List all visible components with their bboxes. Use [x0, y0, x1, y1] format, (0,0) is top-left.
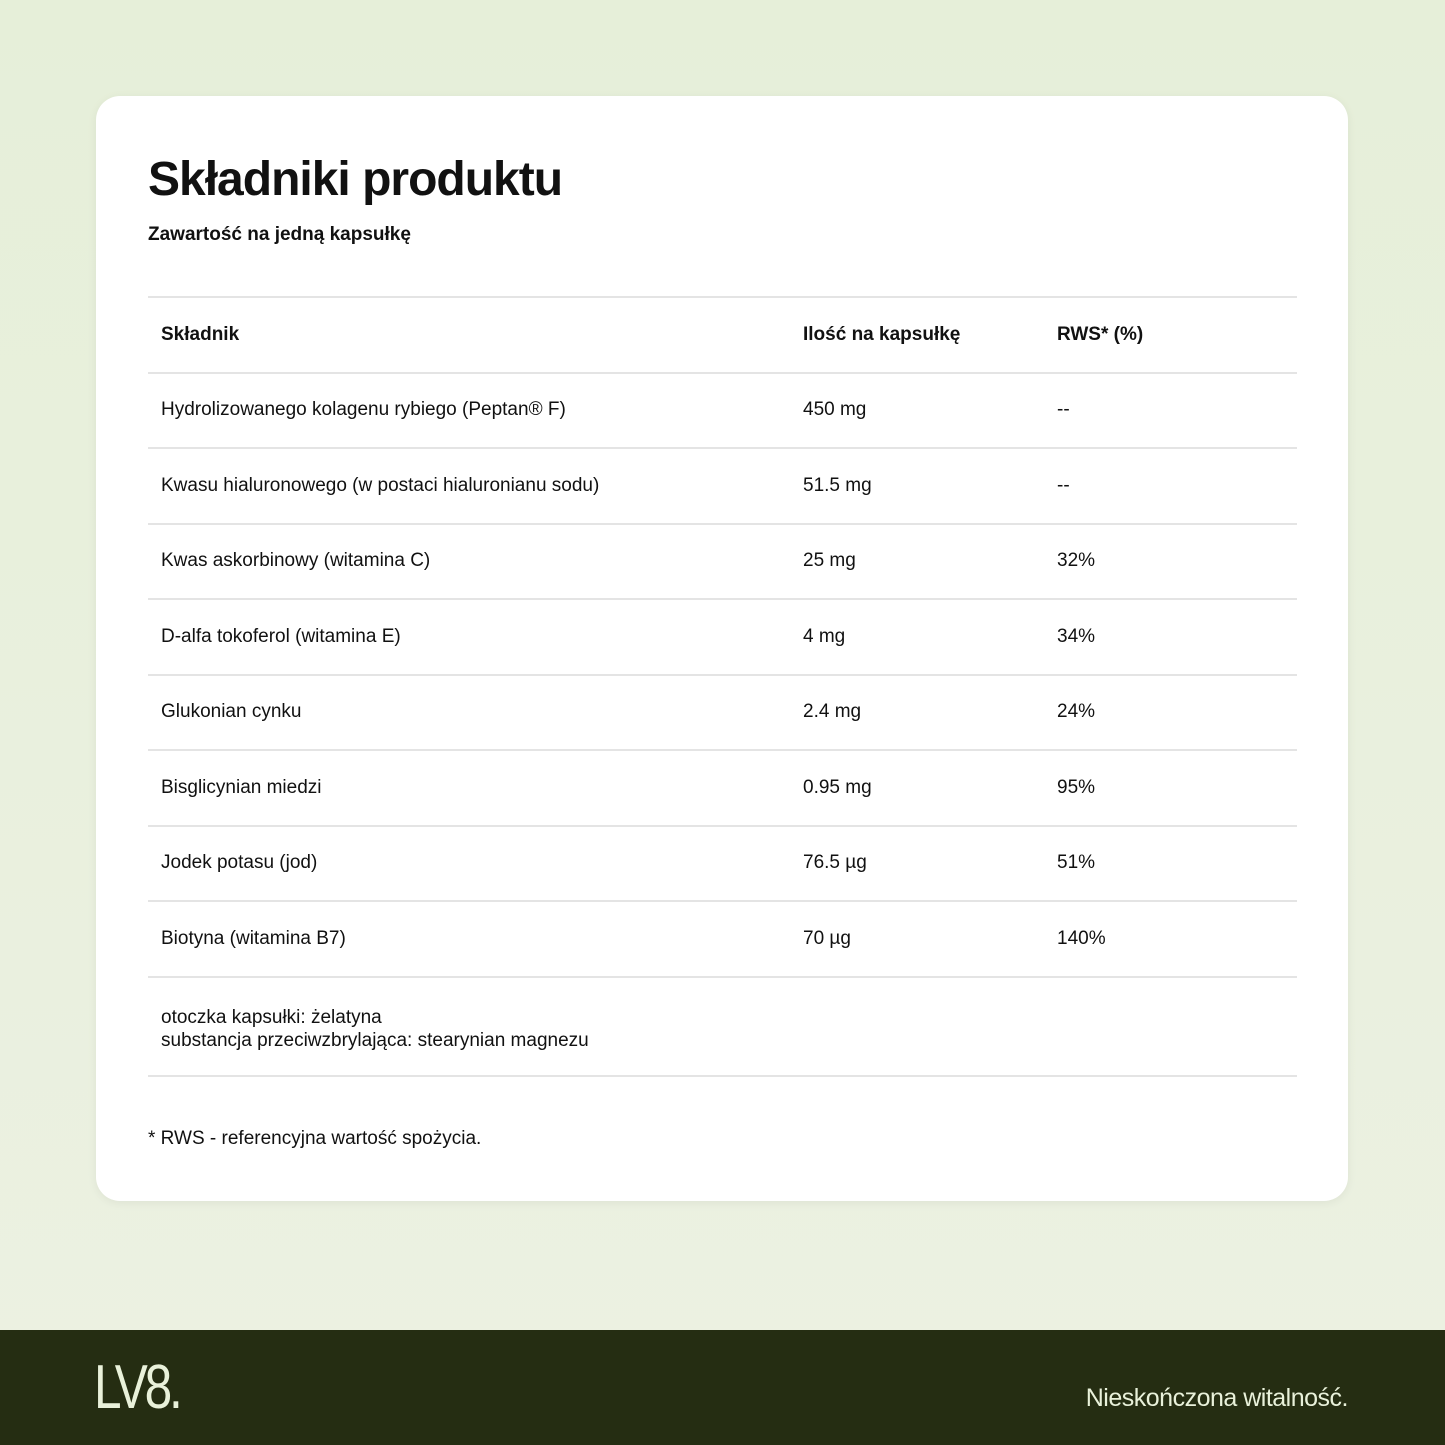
header-amount: Ilość na kapsułkę	[803, 323, 961, 345]
cell-amount: 450 mg	[803, 399, 867, 421]
table-row: Kwas askorbinowy (witamina C) 25 mg 32%	[148, 525, 1297, 600]
cell-ingredient: D-alfa tokoferol (witamina E)	[161, 625, 401, 647]
cell-rws: 32%	[1057, 550, 1096, 572]
tagline: Nieskończona witalność.	[1085, 1384, 1349, 1412]
table-row: Biotyna (witamina B7) 70 µg 140%	[148, 902, 1297, 978]
cell-rws: 95%	[1057, 776, 1096, 798]
cell-rws: --	[1057, 399, 1070, 421]
cell-rws: 140%	[1057, 927, 1106, 949]
extra-line: substancja przeciwzbrylająca: stearynian…	[161, 1029, 589, 1051]
cell-amount: 51.5 mg	[803, 474, 872, 496]
cell-amount: 76.5 µg	[803, 852, 867, 874]
footnote: * RWS - referencyjna wartość spożycia.	[148, 1128, 482, 1149]
cell-rws: 24%	[1057, 701, 1096, 723]
cell-ingredient: Glukonian cynku	[161, 701, 302, 723]
brand-logo: LV8.	[94, 1353, 183, 1422]
cell-rws: 51%	[1057, 852, 1096, 874]
cell-ingredient: Kwas askorbinowy (witamina C)	[161, 550, 431, 572]
ingredients-table: Składnik Ilość na kapsułkę RWS* (%) Hydr…	[148, 296, 1297, 1077]
table-row: Jodek potasu (jod) 76.5 µg 51%	[148, 827, 1297, 902]
footer-bar: LV8. Nieskończona witalność.	[0, 1330, 1445, 1445]
header-ingredient: Składnik	[161, 323, 240, 345]
cell-ingredient: Hydrolizowanego kolagenu rybiego (Peptan…	[161, 399, 566, 421]
table-header: Składnik Ilość na kapsułkę RWS* (%)	[148, 298, 1297, 374]
cell-ingredient: Biotyna (witamina B7)	[161, 927, 346, 949]
cell-amount: 4 mg	[803, 625, 846, 647]
cell-ingredient: Kwasu hialuronowego (w postaci hialuroni…	[161, 474, 600, 496]
page-title: Składniki produktu	[148, 153, 563, 206]
table-row: Bisglicynian miedzi 0.95 mg 95%	[148, 751, 1297, 827]
cell-ingredient: Jodek potasu (jod)	[161, 852, 318, 874]
table-row: D-alfa tokoferol (witamina E) 4 mg 34%	[148, 600, 1297, 676]
cell-rws: 34%	[1057, 625, 1096, 647]
subtitle: Zawartość na jedną kapsułkę	[148, 224, 411, 245]
extra-ingredients: otoczka kapsułki: żelatyna substancja pr…	[148, 978, 1297, 1077]
table-row: Kwasu hialuronowego (w postaci hialuroni…	[148, 449, 1297, 525]
cell-ingredient: Bisglicynian miedzi	[161, 776, 322, 798]
extra-line: otoczka kapsułki: żelatyna	[161, 1006, 382, 1028]
cell-amount: 0.95 mg	[803, 776, 872, 798]
ingredients-card: Składniki produktu Zawartość na jedną ka…	[96, 96, 1348, 1201]
header-rws: RWS* (%)	[1057, 323, 1144, 345]
cell-amount: 70 µg	[803, 927, 851, 949]
cell-amount: 25 mg	[803, 550, 856, 572]
table-row: Glukonian cynku 2.4 mg 24%	[148, 676, 1297, 751]
cell-amount: 2.4 mg	[803, 701, 862, 723]
cell-rws: --	[1057, 474, 1070, 496]
table-row: Hydrolizowanego kolagenu rybiego (Peptan…	[148, 374, 1297, 449]
